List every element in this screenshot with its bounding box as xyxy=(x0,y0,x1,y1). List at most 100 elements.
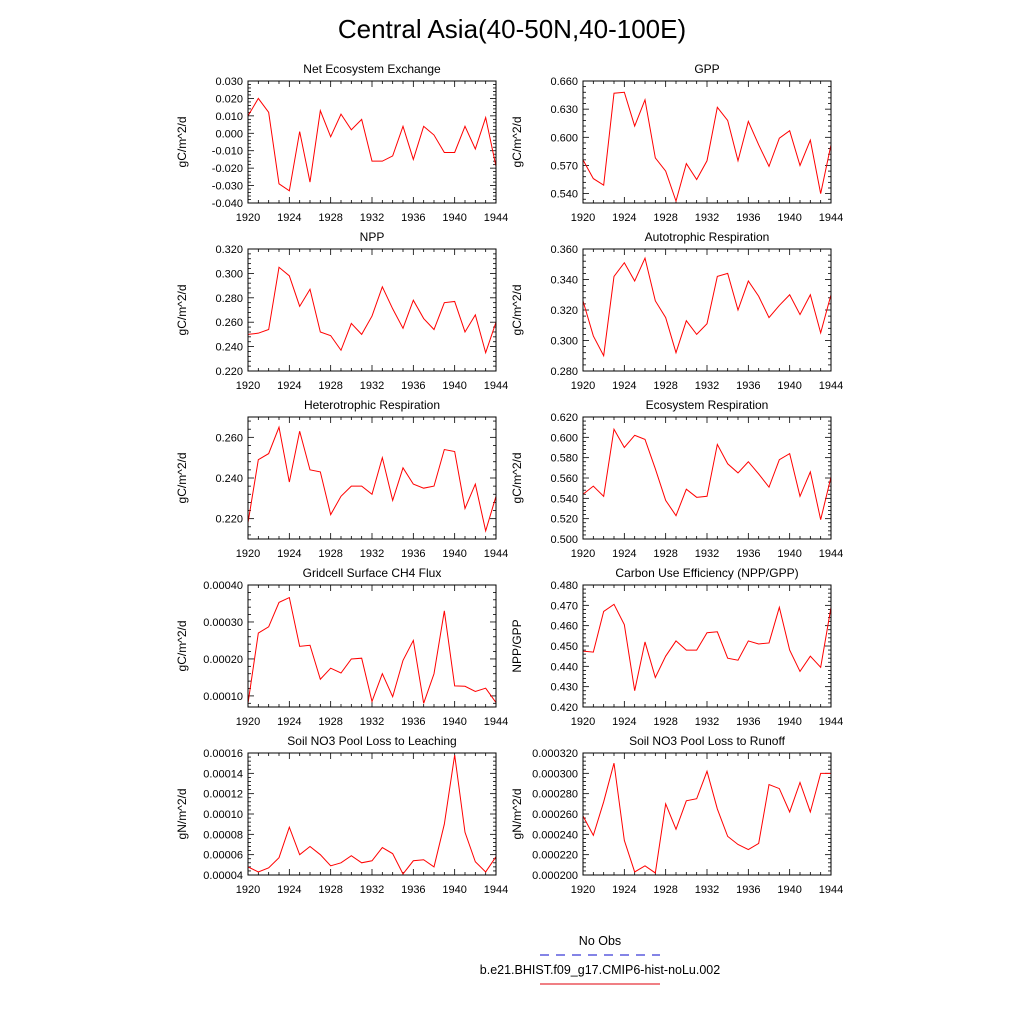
x-tick-label: 1924 xyxy=(277,380,301,392)
x-tick-label: 1928 xyxy=(318,212,342,224)
y-tick-label: 0.430 xyxy=(550,682,578,694)
y-tick-label: -0.020 xyxy=(212,163,243,175)
x-tick-label: 1932 xyxy=(360,716,384,728)
x-tick-label: 1940 xyxy=(442,884,466,896)
x-tick-label: 1920 xyxy=(571,548,595,560)
x-tick-label: 1932 xyxy=(360,548,384,560)
plot-frame xyxy=(247,248,497,372)
y-tick-label: 0.470 xyxy=(550,600,578,612)
series-line xyxy=(582,603,832,691)
x-tick-label: 1944 xyxy=(819,548,843,560)
y-tick-label: 0.020 xyxy=(215,93,243,105)
y-tick-label: 0.000220 xyxy=(532,850,578,862)
y-tick-label: 0.360 xyxy=(550,244,578,256)
panel-0: Net Ecosystem Exchange gC/m^2/d 1920 1924 19… xyxy=(175,62,508,224)
y-tick-label: 0.000 xyxy=(215,128,243,140)
panel-5: Ecosystem Respiration gC/m^2/d 1920 1924 192… xyxy=(510,398,843,560)
y-tick-label: 0.00010 xyxy=(203,691,243,703)
x-tick-label: 1920 xyxy=(571,380,595,392)
y-tick-label: 0.00008 xyxy=(203,829,243,841)
y-tick-label: 0.320 xyxy=(550,305,578,317)
y-axis-label: gC/m^2/d xyxy=(510,453,524,504)
y-tick-label: 0.00016 xyxy=(203,748,243,760)
x-tick-label: 1928 xyxy=(653,380,677,392)
series-line xyxy=(582,763,831,874)
x-tick-label: 1940 xyxy=(777,212,801,224)
x-tick-label: 1928 xyxy=(318,548,342,560)
x-tick-label: 1924 xyxy=(277,884,301,896)
y-tick-label: 0.300 xyxy=(215,268,243,280)
x-tick-label: 1924 xyxy=(612,212,636,224)
x-tick-label: 1940 xyxy=(777,716,801,728)
y-tick-label: 0.00040 xyxy=(203,580,243,592)
series-line xyxy=(247,97,497,192)
x-tick-label: 1932 xyxy=(695,716,719,728)
x-tick-label: 1928 xyxy=(318,716,342,728)
x-tick-label: 1932 xyxy=(695,380,719,392)
x-tick-label: 1932 xyxy=(360,212,384,224)
series-line xyxy=(582,91,832,203)
y-axis-label: gC/m^2/d xyxy=(175,285,189,336)
x-tick-label: 1944 xyxy=(484,212,508,224)
panel-6: Gridcell Surface CH4 Flux gC/m^2/d 1920 192… xyxy=(175,566,508,728)
x-tick-label: 1928 xyxy=(653,548,677,560)
panel-title: Gridcell Surface CH4 Flux xyxy=(303,566,442,580)
y-tick-label: 0.240 xyxy=(215,342,243,354)
y-tick-label: 0.260 xyxy=(215,432,243,444)
x-tick-label: 1936 xyxy=(401,548,425,560)
y-tick-label: 0.010 xyxy=(215,111,243,123)
x-tick-label: 1944 xyxy=(484,716,508,728)
x-tick-label: 1924 xyxy=(277,212,301,224)
series-line xyxy=(247,754,497,875)
y-tick-label: -0.030 xyxy=(212,181,243,193)
panel-7: Carbon Use Efficiency (NPP/GPP) NPP/GPP 19… xyxy=(510,566,843,728)
y-axis-label: gC/m^2/d xyxy=(175,621,189,672)
series-line xyxy=(247,266,497,355)
series-line xyxy=(247,596,497,704)
series-line xyxy=(582,256,832,358)
panel-title: GPP xyxy=(694,62,719,76)
y-axis-label: gN/m^2/d xyxy=(175,789,189,840)
plot-frame xyxy=(247,416,497,540)
y-tick-label: 0.450 xyxy=(550,641,578,653)
y-tick-label: 0.660 xyxy=(550,76,578,88)
x-tick-label: 1936 xyxy=(736,212,760,224)
x-tick-label: 1936 xyxy=(401,884,425,896)
y-tick-label: 0.440 xyxy=(550,661,578,673)
x-tick-label: 1932 xyxy=(695,884,719,896)
y-tick-label: 0.580 xyxy=(550,453,578,465)
y-tick-label: 0.320 xyxy=(215,244,243,256)
x-tick-label: 1940 xyxy=(777,380,801,392)
x-tick-label: 1920 xyxy=(236,716,260,728)
x-tick-label: 1944 xyxy=(484,548,508,560)
x-tick-label: 1936 xyxy=(736,548,760,560)
panel-title: Soil NO3 Pool Loss to Runoff xyxy=(629,734,786,748)
x-tick-label: 1924 xyxy=(277,548,301,560)
plot-frame xyxy=(582,416,832,540)
plot-frame xyxy=(247,80,497,204)
panel-9: Soil NO3 Pool Loss to Runoff gN/m^2/d 1920… xyxy=(510,734,843,896)
y-tick-label: 0.560 xyxy=(550,473,578,485)
legend-label-case: b.e21.BHIST.f09_g17.CMIP6-hist-noLu.002 xyxy=(480,963,720,977)
y-tick-label: 0.620 xyxy=(550,412,578,424)
x-tick-label: 1924 xyxy=(612,884,636,896)
y-tick-label: 0.000260 xyxy=(532,809,578,821)
y-tick-label: 0.240 xyxy=(215,473,243,485)
x-tick-label: 1920 xyxy=(571,716,595,728)
x-tick-label: 1928 xyxy=(318,884,342,896)
legend: No Obs b.e21.BHIST.f09_g17.CMIP6-hist-no… xyxy=(480,934,720,985)
y-tick-label: 0.520 xyxy=(550,514,578,526)
y-tick-label: 0.540 xyxy=(550,189,578,201)
x-tick-label: 1920 xyxy=(236,212,260,224)
y-tick-label: 0.000300 xyxy=(532,768,578,780)
x-tick-label: 1944 xyxy=(819,380,843,392)
y-axis-label: gC/m^2/d xyxy=(510,117,524,168)
x-tick-label: 1940 xyxy=(442,548,466,560)
y-axis-label: gC/m^2/d xyxy=(175,117,189,168)
x-tick-label: 1932 xyxy=(695,548,719,560)
x-tick-label: 1924 xyxy=(612,380,636,392)
y-tick-label: 0.00020 xyxy=(203,654,243,666)
panel-title: Heterotrophic Respiration xyxy=(304,398,440,412)
y-tick-label: -0.010 xyxy=(212,146,243,158)
